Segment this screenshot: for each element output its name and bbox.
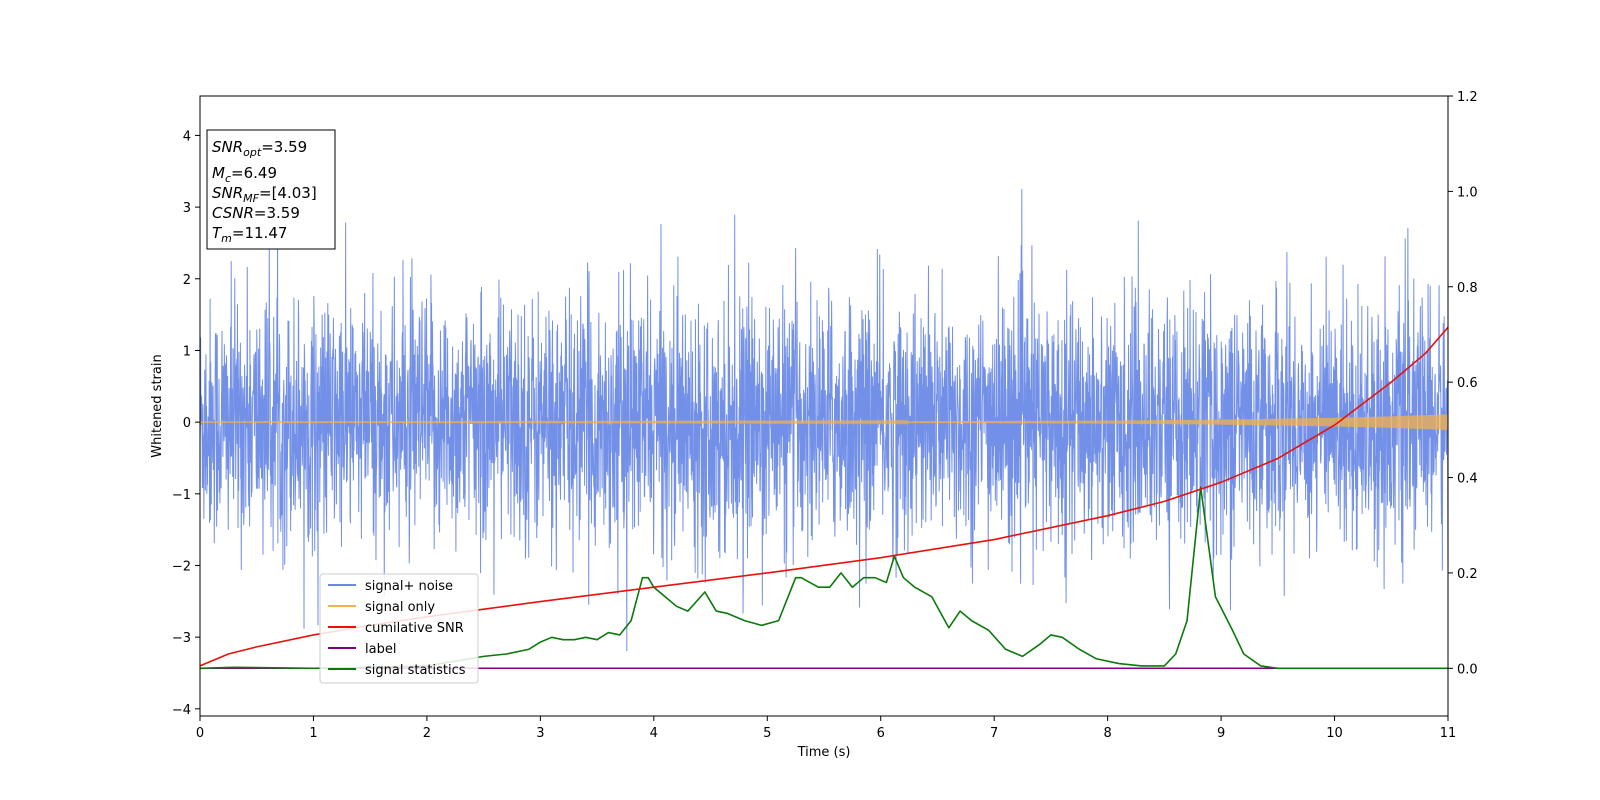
- annotation-tm: Tm=11.47: [212, 224, 287, 245]
- y-tick-label: 0: [183, 416, 191, 431]
- x-tick-label: 0: [196, 726, 204, 741]
- y2-tick-label: 0.8: [1457, 281, 1478, 296]
- annotation-csnr: CSNR=3.59: [212, 204, 300, 222]
- y-tick-label: 4: [183, 129, 191, 144]
- legend-label-signal-only: signal only: [365, 600, 435, 615]
- y2-tick-label: 0.2: [1457, 567, 1478, 582]
- legend-label-signal-noise: signal+ noise: [365, 579, 453, 594]
- annotation-mc: Mc=6.49: [212, 164, 277, 185]
- y-axis-label: Whitened strain: [150, 354, 165, 457]
- x-tick-label: 10: [1326, 726, 1343, 741]
- legend-frame: [319, 573, 479, 684]
- annotation-snr-opt: SNRopt=3.59: [212, 138, 307, 159]
- series-signal-statistics-line: [200, 486, 1448, 670]
- ticks-layer: 0 1 2 3 4 5 6 7 8 9 10 11 −4 −3 −2 −1 0 1 2 3 4 0.0 0.2 0.4 0.6 0…: [172, 90, 1478, 741]
- y2-tick-label: 0.4: [1457, 472, 1478, 487]
- legend-entry-signal-statistics: signal statistics: [328, 663, 466, 678]
- series-layer: [200, 189, 1448, 670]
- y-tick-label: −4: [172, 703, 191, 718]
- legend-entry-signal-only: signal only: [328, 600, 435, 615]
- x-tick-label: 8: [1103, 726, 1111, 741]
- series-cumilative-snr-line: [200, 326, 1448, 667]
- y2-tick-label: 1.0: [1457, 185, 1478, 200]
- legend-label-label: label: [365, 642, 396, 657]
- y2-tick-label: 0.6: [1457, 376, 1478, 391]
- y-tick-label: −2: [172, 559, 191, 574]
- y-tick-label: 2: [183, 273, 191, 288]
- x-tick-label: 11: [1440, 726, 1457, 741]
- x-tick-label: 9: [1217, 726, 1225, 741]
- y-tick-label: −1: [172, 488, 191, 503]
- x-tick-label: 2: [423, 726, 431, 741]
- legend-entry-cumilative-snr: cumilative SNR: [328, 621, 464, 636]
- legend-entry-signal-noise: signal+ noise: [328, 579, 453, 594]
- y-tick-label: 3: [183, 201, 191, 216]
- x-tick-label: 6: [877, 726, 885, 741]
- plot-frame: [199, 95, 1449, 717]
- y-tick-label: 1: [183, 344, 191, 359]
- annotation-snr-mf: SNRMF=[4.03]: [212, 184, 317, 205]
- y2-tick-label: 1.2: [1457, 90, 1478, 105]
- legend-label-cumilative-snr: cumilative SNR: [365, 621, 464, 636]
- legend: signal+ noise signal only cumilative SNR…: [319, 573, 479, 684]
- x-tick-label: 4: [650, 726, 658, 741]
- y2-tick-label: 0.0: [1457, 662, 1478, 677]
- y-tick-label: −3: [172, 631, 191, 646]
- x-tick-label: 5: [763, 726, 771, 741]
- series-signal-only-line: [200, 414, 1448, 431]
- x-tick-label: 1: [309, 726, 317, 741]
- annotation-frame: [206, 129, 336, 250]
- legend-entry-label: label: [328, 642, 396, 657]
- series-signal-noise-line: [200, 189, 1448, 652]
- x-axis-label: Time (s): [797, 745, 851, 760]
- x-tick-label: 7: [990, 726, 998, 741]
- legend-label-signal-statistics: signal statistics: [365, 663, 466, 678]
- annotation-box: SNRopt=3.59 Mc=6.49 SNRMF=[4.03] CSNR=3.…: [206, 129, 336, 250]
- x-tick-label: 3: [536, 726, 544, 741]
